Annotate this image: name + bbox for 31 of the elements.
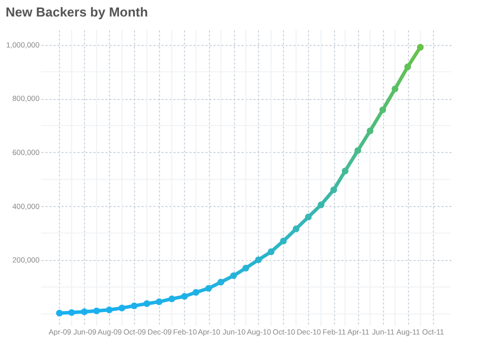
- point: [392, 86, 398, 92]
- point: [144, 300, 150, 308]
- point: [366, 128, 374, 134]
- point: [318, 202, 324, 208]
- point: [242, 264, 250, 272]
- point: [205, 284, 212, 292]
- point: [56, 310, 63, 316]
- point: [354, 147, 362, 154]
- point: [255, 256, 262, 264]
- point: [181, 293, 188, 300]
- point: [130, 302, 138, 310]
- point: [404, 64, 412, 70]
- point: [118, 304, 126, 312]
- point: [342, 168, 348, 174]
- point: [379, 106, 386, 114]
- point: [93, 308, 100, 314]
- point: [218, 278, 224, 286]
- chart-title: New Backers by Month: [6, 4, 148, 20]
- point: [280, 238, 287, 244]
- point: [168, 295, 176, 302]
- point: [292, 226, 300, 232]
- point: [192, 289, 200, 296]
- point: [416, 44, 424, 51]
- point: [68, 309, 76, 316]
- point: [330, 186, 338, 194]
- point: [230, 272, 237, 280]
- point: [304, 214, 312, 220]
- point: [80, 308, 88, 316]
- point: [268, 248, 274, 256]
- point: [156, 298, 162, 306]
- point: [106, 306, 113, 314]
